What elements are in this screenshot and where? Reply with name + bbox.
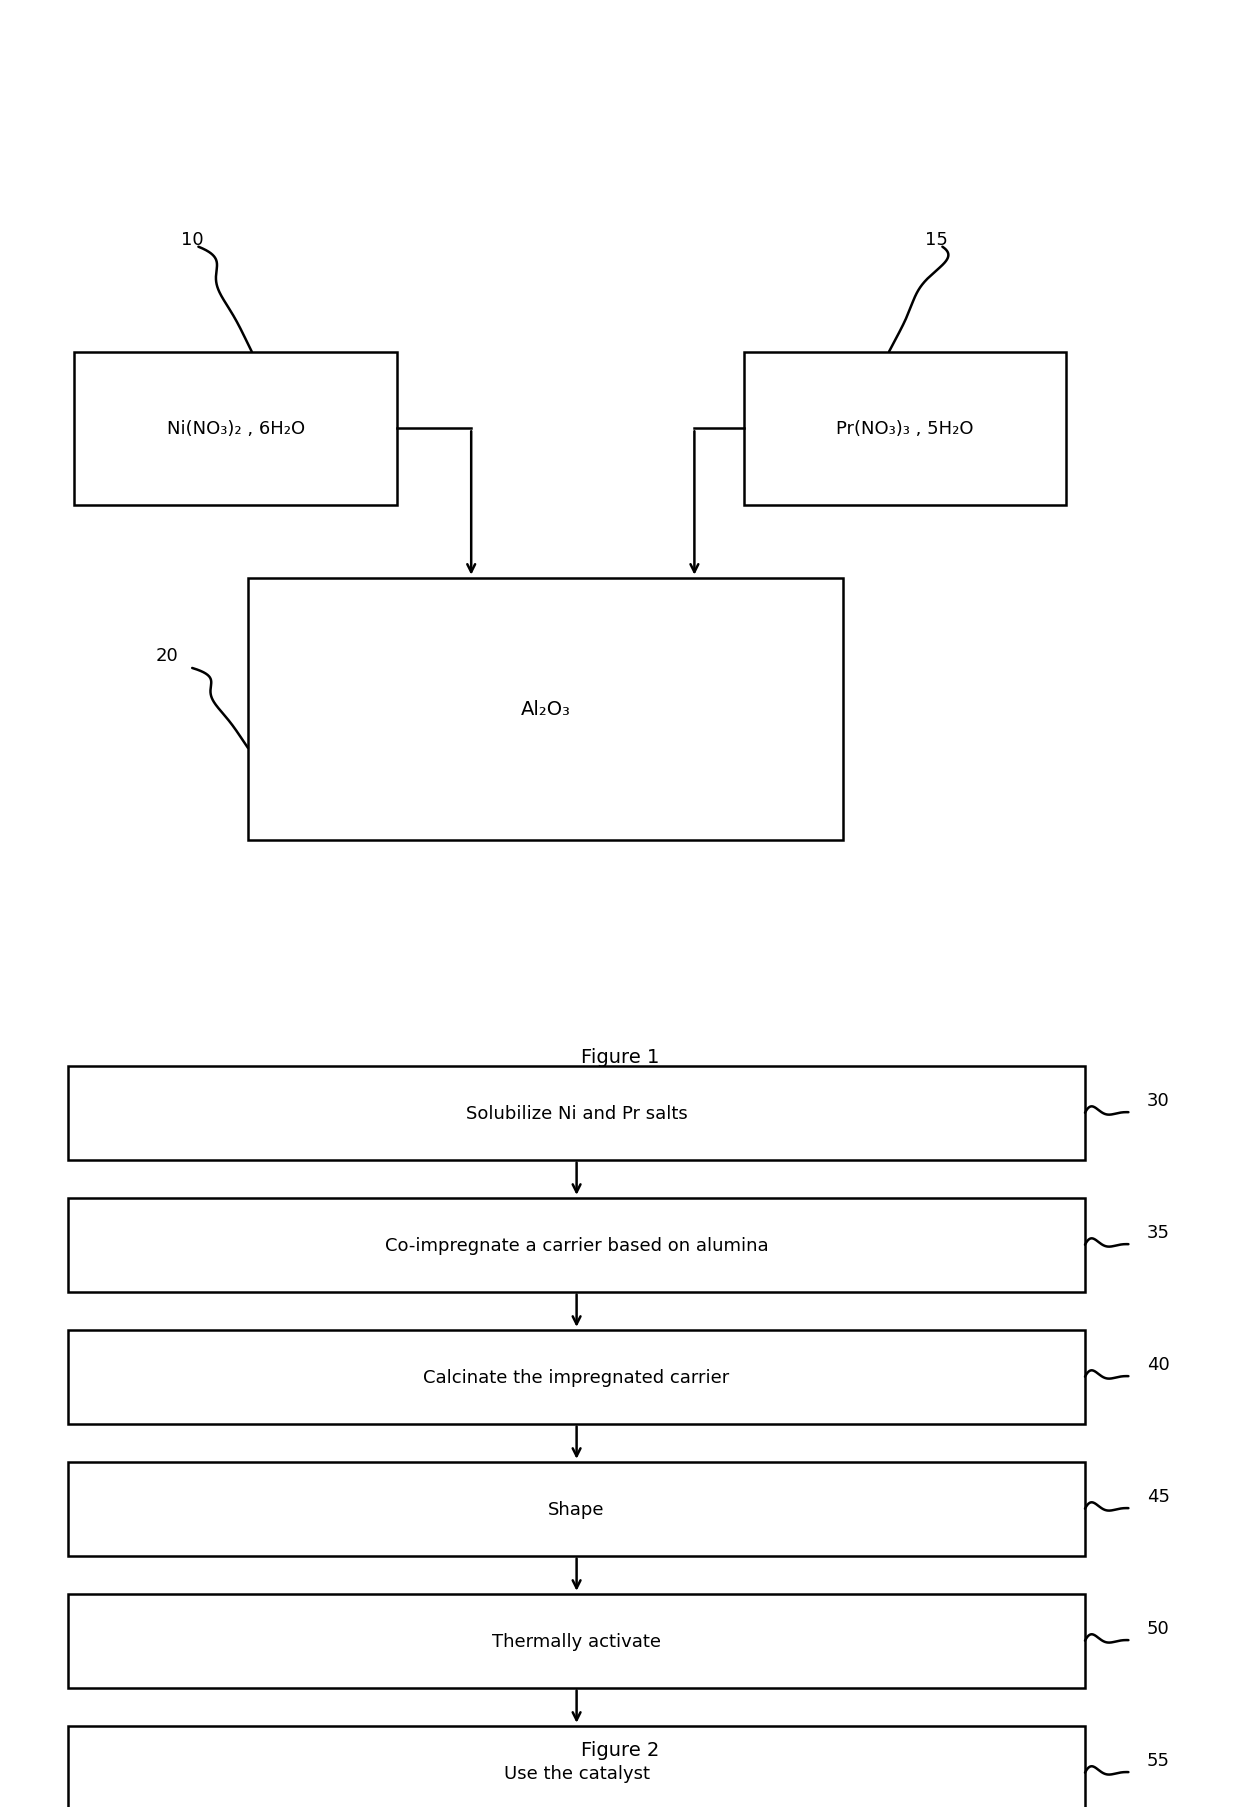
Text: Solubilize Ni and Pr salts: Solubilize Ni and Pr salts bbox=[466, 1104, 687, 1122]
Text: Figure 1: Figure 1 bbox=[580, 1048, 660, 1066]
Text: Figure 2: Figure 2 bbox=[580, 1740, 660, 1758]
Text: Use the catalyst: Use the catalyst bbox=[503, 1764, 650, 1782]
Text: Al₂O₃: Al₂O₃ bbox=[521, 699, 570, 719]
Bar bbox=[68, 1066, 1085, 1160]
Text: 40: 40 bbox=[1147, 1355, 1169, 1373]
Bar bbox=[68, 1594, 1085, 1688]
Text: 55: 55 bbox=[1147, 1751, 1171, 1769]
Text: Co-impregnate a carrier based on alumina: Co-impregnate a carrier based on alumina bbox=[384, 1236, 769, 1254]
Text: Calcinate the impregnated carrier: Calcinate the impregnated carrier bbox=[424, 1368, 729, 1386]
Bar bbox=[68, 1330, 1085, 1424]
Text: 45: 45 bbox=[1147, 1487, 1171, 1505]
Text: Pr(NO₃)₃ , 5H₂O: Pr(NO₃)₃ , 5H₂O bbox=[837, 421, 973, 437]
Text: 10: 10 bbox=[181, 231, 203, 249]
Text: Ni(NO₃)₂ , 6H₂O: Ni(NO₃)₂ , 6H₂O bbox=[166, 421, 305, 437]
Text: 20: 20 bbox=[156, 647, 179, 665]
Text: 35: 35 bbox=[1147, 1223, 1171, 1241]
Text: 50: 50 bbox=[1147, 1619, 1169, 1637]
Text: 15: 15 bbox=[925, 231, 947, 249]
Text: 30: 30 bbox=[1147, 1091, 1169, 1109]
Bar bbox=[68, 1462, 1085, 1556]
Bar bbox=[744, 352, 1066, 506]
Text: Shape: Shape bbox=[548, 1500, 605, 1518]
Bar bbox=[74, 352, 397, 506]
Bar bbox=[68, 1726, 1085, 1807]
Bar bbox=[68, 1198, 1085, 1292]
Bar bbox=[248, 578, 843, 840]
Text: Thermally activate: Thermally activate bbox=[492, 1632, 661, 1650]
